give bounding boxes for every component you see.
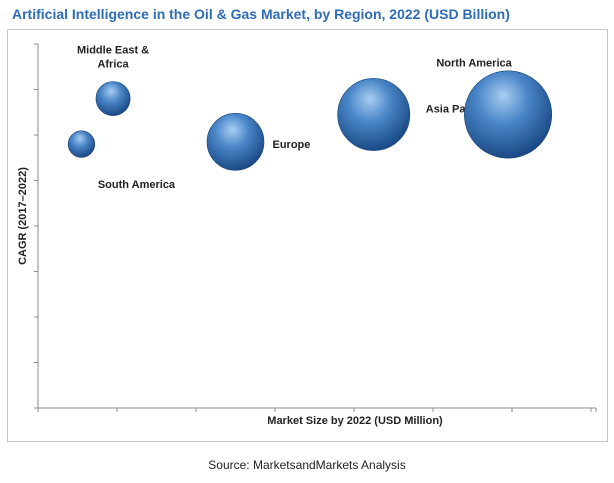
bubble-label-middle-east-africa: Middle East & Africa: [77, 45, 149, 71]
bubble-middle-east-africa: [95, 81, 131, 117]
chart-title: Artificial Intelligence in the Oil & Gas…: [12, 6, 510, 22]
bubble-label-north-america: North America: [436, 58, 512, 70]
bubble-north-america: [464, 70, 553, 159]
bubble-label-europe: Europe: [273, 139, 311, 151]
bubble-label-line: Africa: [97, 59, 129, 71]
bubble-label-line: South America: [98, 179, 176, 191]
bubble-label-line: Middle East &: [77, 45, 149, 57]
bubble-asia-pacific: [337, 78, 411, 151]
bubble-south-america: [67, 130, 96, 158]
bubble-label-line: North America: [436, 58, 512, 70]
bubble-europe: [206, 113, 265, 171]
bubble-label-line: Europe: [273, 139, 311, 151]
bubble-label-south-america: South America: [98, 179, 176, 191]
y-axis-label: CAGR (2017–2022): [17, 167, 29, 265]
x-axis-label: Market Size by 2022 (USD Million): [267, 415, 443, 427]
source-note: Source: MarketsandMarkets Analysis: [208, 458, 406, 472]
